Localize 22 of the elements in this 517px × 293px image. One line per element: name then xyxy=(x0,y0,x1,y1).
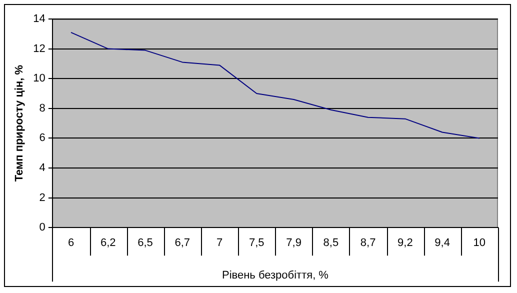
x-tick-label: 7,5 xyxy=(249,237,264,250)
y-axis-title: Темп приросту цін, % xyxy=(14,64,26,182)
y-tick-label: 0 xyxy=(39,222,46,234)
x-tick-label: 6,2 xyxy=(100,237,116,250)
x-tick-label: 8,5 xyxy=(323,237,339,250)
x-tick-label: 9,4 xyxy=(434,237,450,250)
x-tick-label: 10 xyxy=(473,237,486,250)
y-tick-label: 6 xyxy=(39,132,46,144)
y-tick-label: 10 xyxy=(33,72,46,85)
y-tick-label: 2 xyxy=(39,192,46,204)
x-axis-title: Рівень безробіття, % xyxy=(222,269,329,282)
x-tick-label: 7,9 xyxy=(286,237,302,250)
x-tick-label: 6,7 xyxy=(174,237,190,250)
y-tick-label: 8 xyxy=(39,102,46,114)
x-tick-label: 6,5 xyxy=(138,237,153,250)
x-tick-label: 8,7 xyxy=(360,237,376,250)
x-tick-label: 7 xyxy=(216,237,223,250)
x-tick-label: 9,2 xyxy=(398,237,413,250)
y-tick-label: 14 xyxy=(33,13,46,26)
y-tick-label: 4 xyxy=(39,162,46,174)
y-tick-label: 12 xyxy=(33,42,46,55)
x-tick-label: 6 xyxy=(68,237,74,250)
